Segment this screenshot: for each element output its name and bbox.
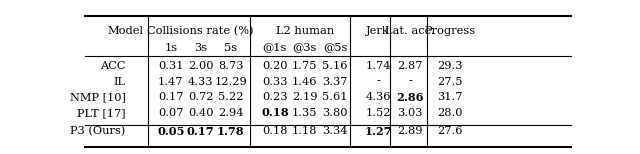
Text: Model: Model bbox=[108, 26, 143, 36]
Text: 3.37: 3.37 bbox=[322, 77, 348, 87]
Text: 1.18: 1.18 bbox=[292, 126, 317, 136]
Text: Progress: Progress bbox=[424, 26, 475, 36]
Text: P3 (Ours): P3 (Ours) bbox=[70, 126, 125, 137]
Text: 1.52: 1.52 bbox=[365, 108, 391, 118]
Text: 5.16: 5.16 bbox=[322, 61, 348, 71]
Text: 5s: 5s bbox=[224, 43, 237, 53]
Text: 4.36: 4.36 bbox=[365, 92, 391, 102]
Text: 2.86: 2.86 bbox=[397, 92, 424, 103]
Text: Jerk: Jerk bbox=[366, 26, 390, 36]
Text: L2 human: L2 human bbox=[276, 26, 334, 36]
Text: 1s: 1s bbox=[164, 43, 177, 53]
Text: 1.75: 1.75 bbox=[292, 61, 317, 71]
Text: @3s: @3s bbox=[292, 43, 317, 53]
Text: 2.89: 2.89 bbox=[397, 126, 423, 136]
Text: 3.80: 3.80 bbox=[322, 108, 348, 118]
Text: 0.31: 0.31 bbox=[158, 61, 184, 71]
Text: -: - bbox=[376, 77, 380, 87]
Text: 0.72: 0.72 bbox=[188, 92, 213, 102]
Text: 2.87: 2.87 bbox=[397, 61, 423, 71]
Text: Collisions rate (%): Collisions rate (%) bbox=[147, 26, 254, 36]
Text: IL: IL bbox=[114, 77, 125, 87]
Text: Lat. acc.: Lat. acc. bbox=[385, 26, 435, 36]
Text: 1.46: 1.46 bbox=[292, 77, 317, 87]
Text: 0.17: 0.17 bbox=[187, 126, 214, 137]
Text: 1.27: 1.27 bbox=[364, 126, 392, 137]
Text: 1.47: 1.47 bbox=[158, 77, 184, 87]
Text: 0.33: 0.33 bbox=[262, 77, 287, 87]
Text: 0.05: 0.05 bbox=[157, 126, 184, 137]
Text: 2.00: 2.00 bbox=[188, 61, 213, 71]
Text: 0.18: 0.18 bbox=[261, 107, 289, 118]
Text: 1.78: 1.78 bbox=[217, 126, 244, 137]
Text: 0.17: 0.17 bbox=[158, 92, 184, 102]
Text: 27.6: 27.6 bbox=[436, 126, 462, 136]
Text: 2.94: 2.94 bbox=[218, 108, 244, 118]
Text: ACC: ACC bbox=[100, 61, 125, 71]
Text: 1.74: 1.74 bbox=[365, 61, 391, 71]
Text: 29.3: 29.3 bbox=[436, 61, 462, 71]
Text: @5s: @5s bbox=[323, 43, 347, 53]
Text: 3.34: 3.34 bbox=[322, 126, 348, 136]
Text: 0.18: 0.18 bbox=[262, 126, 287, 136]
Text: -: - bbox=[408, 77, 412, 87]
Text: 8.73: 8.73 bbox=[218, 61, 244, 71]
Text: @1s: @1s bbox=[263, 43, 287, 53]
Text: 12.29: 12.29 bbox=[214, 77, 247, 87]
Text: 0.40: 0.40 bbox=[188, 108, 213, 118]
Text: NMP [10]: NMP [10] bbox=[70, 92, 125, 102]
Text: 27.5: 27.5 bbox=[436, 77, 462, 87]
Text: 0.07: 0.07 bbox=[158, 108, 184, 118]
Text: 0.23: 0.23 bbox=[262, 92, 287, 102]
Text: 31.7: 31.7 bbox=[436, 92, 462, 102]
Text: 28.0: 28.0 bbox=[436, 108, 462, 118]
Text: 0.20: 0.20 bbox=[262, 61, 287, 71]
Text: 5.22: 5.22 bbox=[218, 92, 244, 102]
Text: 2.19: 2.19 bbox=[292, 92, 317, 102]
Text: 3.03: 3.03 bbox=[397, 108, 423, 118]
Text: 3s: 3s bbox=[194, 43, 207, 53]
Text: 1.35: 1.35 bbox=[292, 108, 317, 118]
Text: PLT [17]: PLT [17] bbox=[77, 108, 125, 118]
Text: 5.61: 5.61 bbox=[322, 92, 348, 102]
Text: 4.33: 4.33 bbox=[188, 77, 213, 87]
